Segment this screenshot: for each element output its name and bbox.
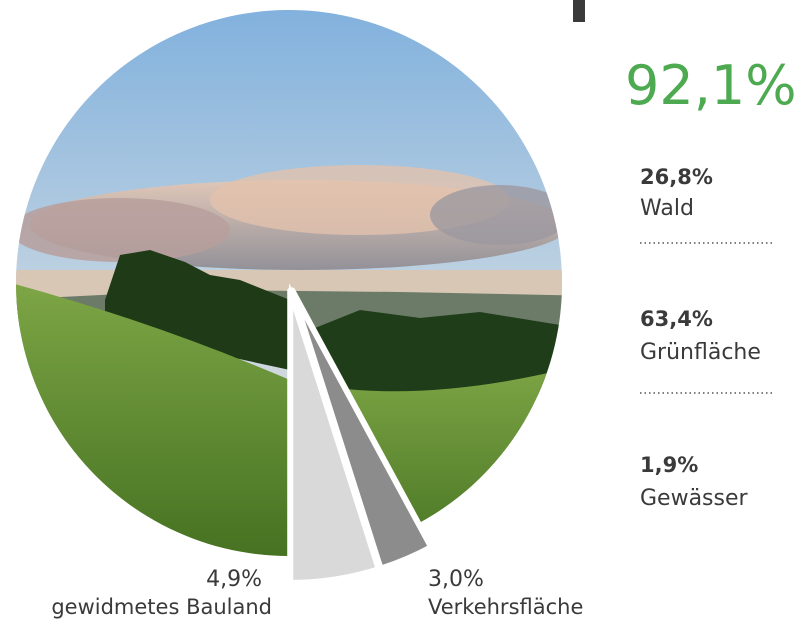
slice-category-label: Verkehrsfläche [428,595,583,619]
breakdown-value: 26,8% [640,165,713,189]
breakdown-category: Gewässer [640,486,749,511]
decor-bar [573,0,585,22]
breakdown-value: 63,4% [640,307,713,331]
slice-value-label: 3,0% [428,567,484,592]
slice-category-label: gewidmetes Bauland [51,595,272,619]
slice-value-label: 4,9% [206,567,262,592]
pie-slice [289,287,435,572]
breakdown-value: 1,9% [640,453,698,477]
breakdown-category: Grünfläche [640,340,761,365]
breakdown-category: Wald [640,196,694,221]
total-label: 92,1% [625,54,797,117]
landscape-photo [15,10,563,557]
